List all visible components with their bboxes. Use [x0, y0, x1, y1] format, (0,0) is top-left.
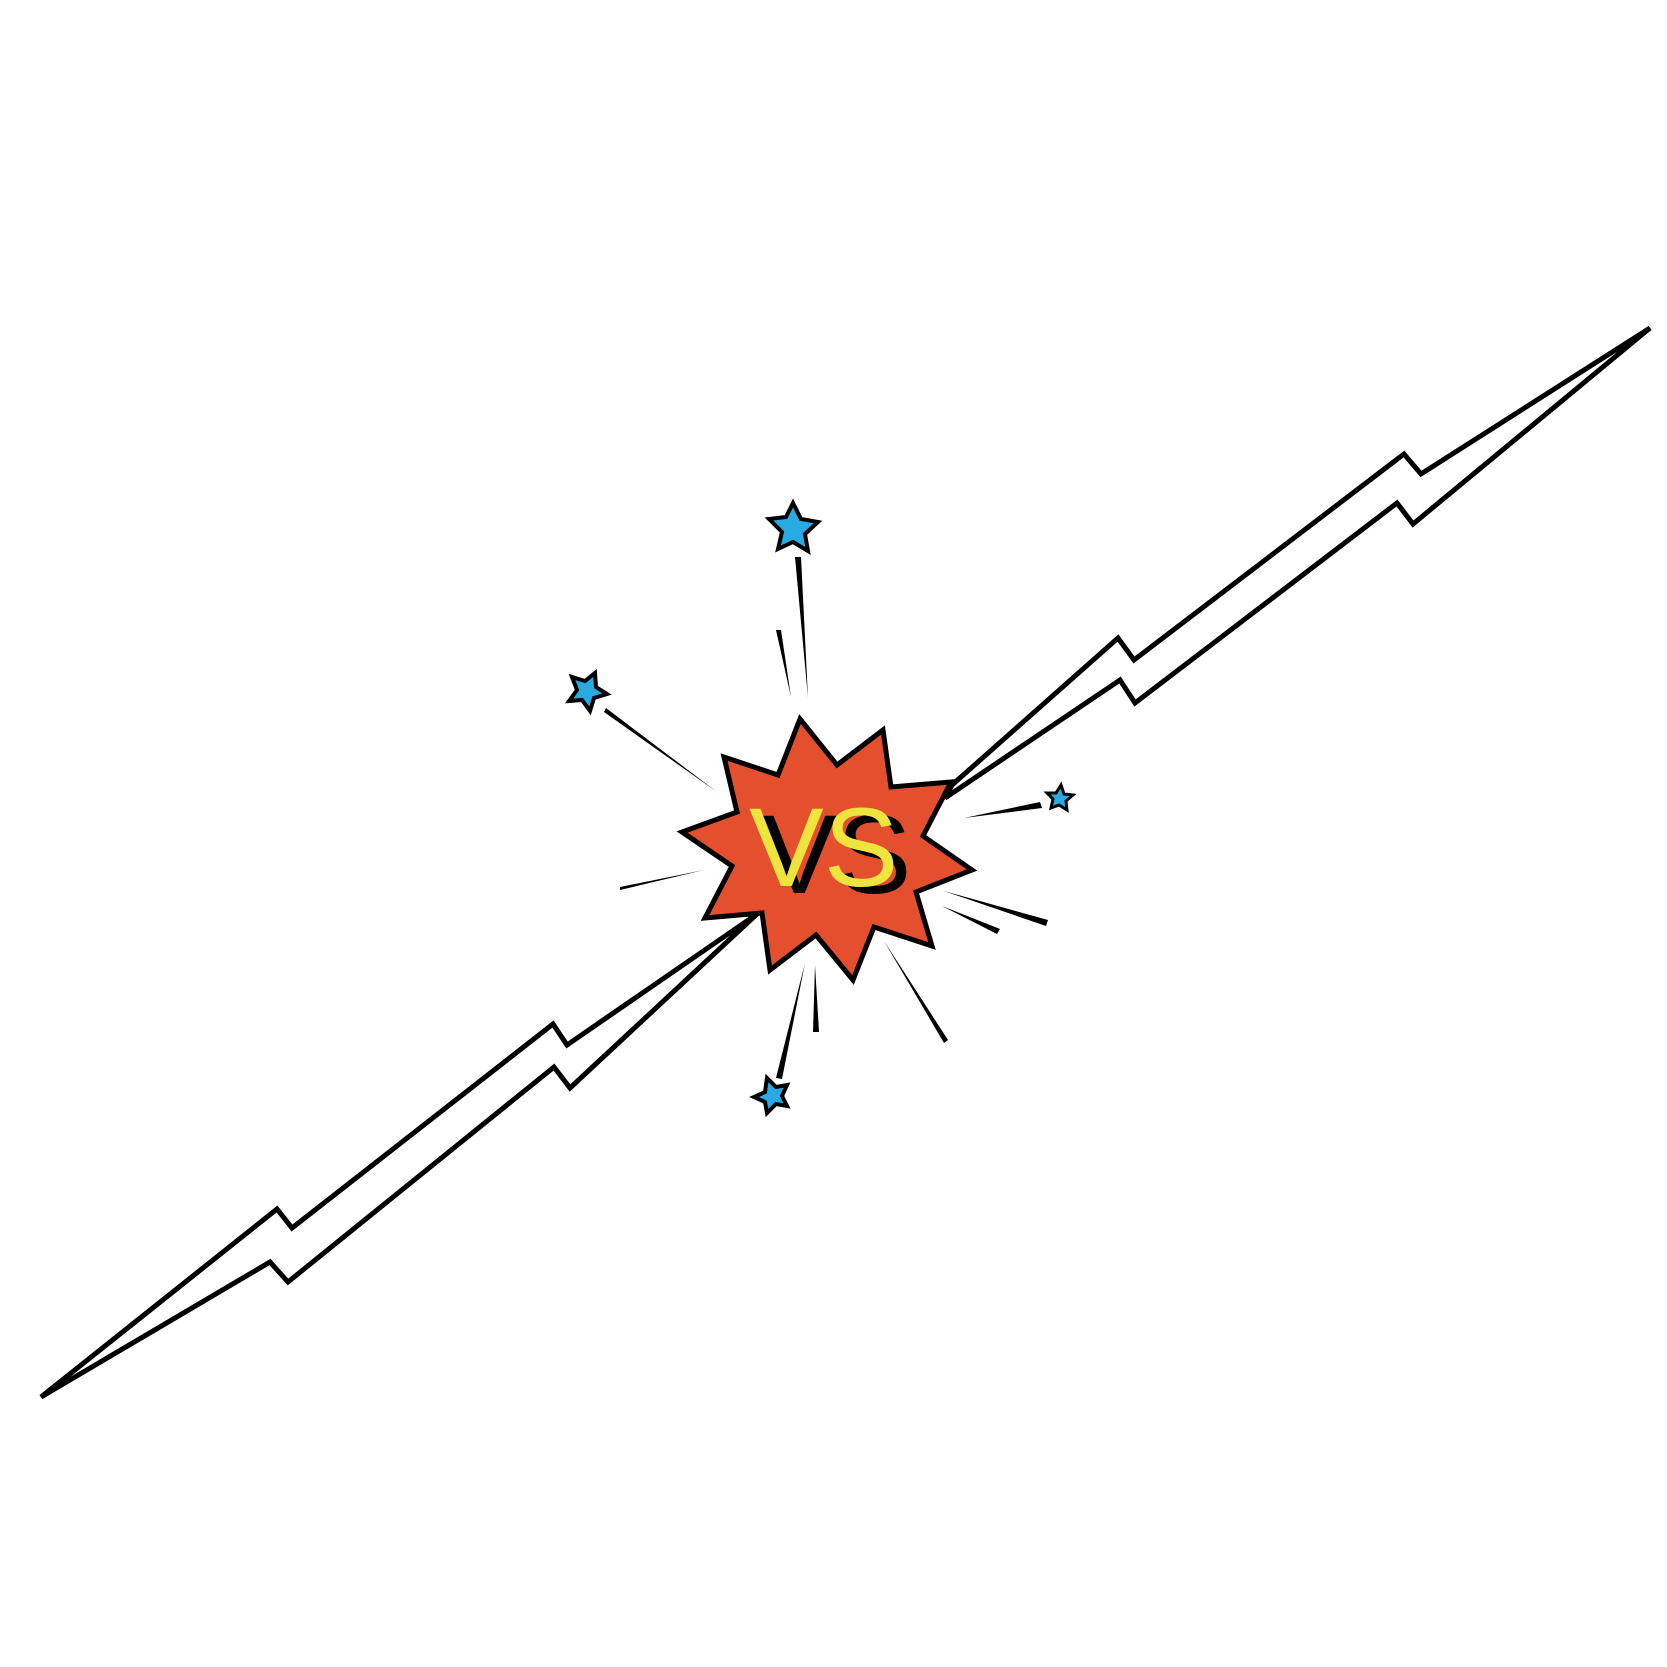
vs-label: VS	[749, 785, 898, 910]
speed-line	[620, 870, 704, 890]
speed-line	[776, 630, 791, 697]
speed-line	[944, 891, 1048, 926]
speed-lines	[604, 557, 1048, 1079]
speed-line	[813, 965, 819, 1032]
star-icon	[764, 498, 823, 555]
speed-line	[942, 906, 1000, 934]
speed-line	[964, 802, 1042, 818]
star-icon	[1043, 781, 1077, 813]
speed-line	[776, 963, 805, 1079]
lightning-bolt-left-icon	[39, 911, 759, 1400]
burst-icon	[676, 714, 978, 985]
vs-label-shadow: VS	[762, 792, 911, 917]
star-icon	[749, 1073, 791, 1118]
speed-line	[795, 557, 808, 698]
speed-line	[884, 941, 948, 1043]
speed-line	[604, 708, 717, 792]
star-icon	[564, 669, 612, 716]
lightning-bolt-right-icon	[942, 325, 1652, 801]
